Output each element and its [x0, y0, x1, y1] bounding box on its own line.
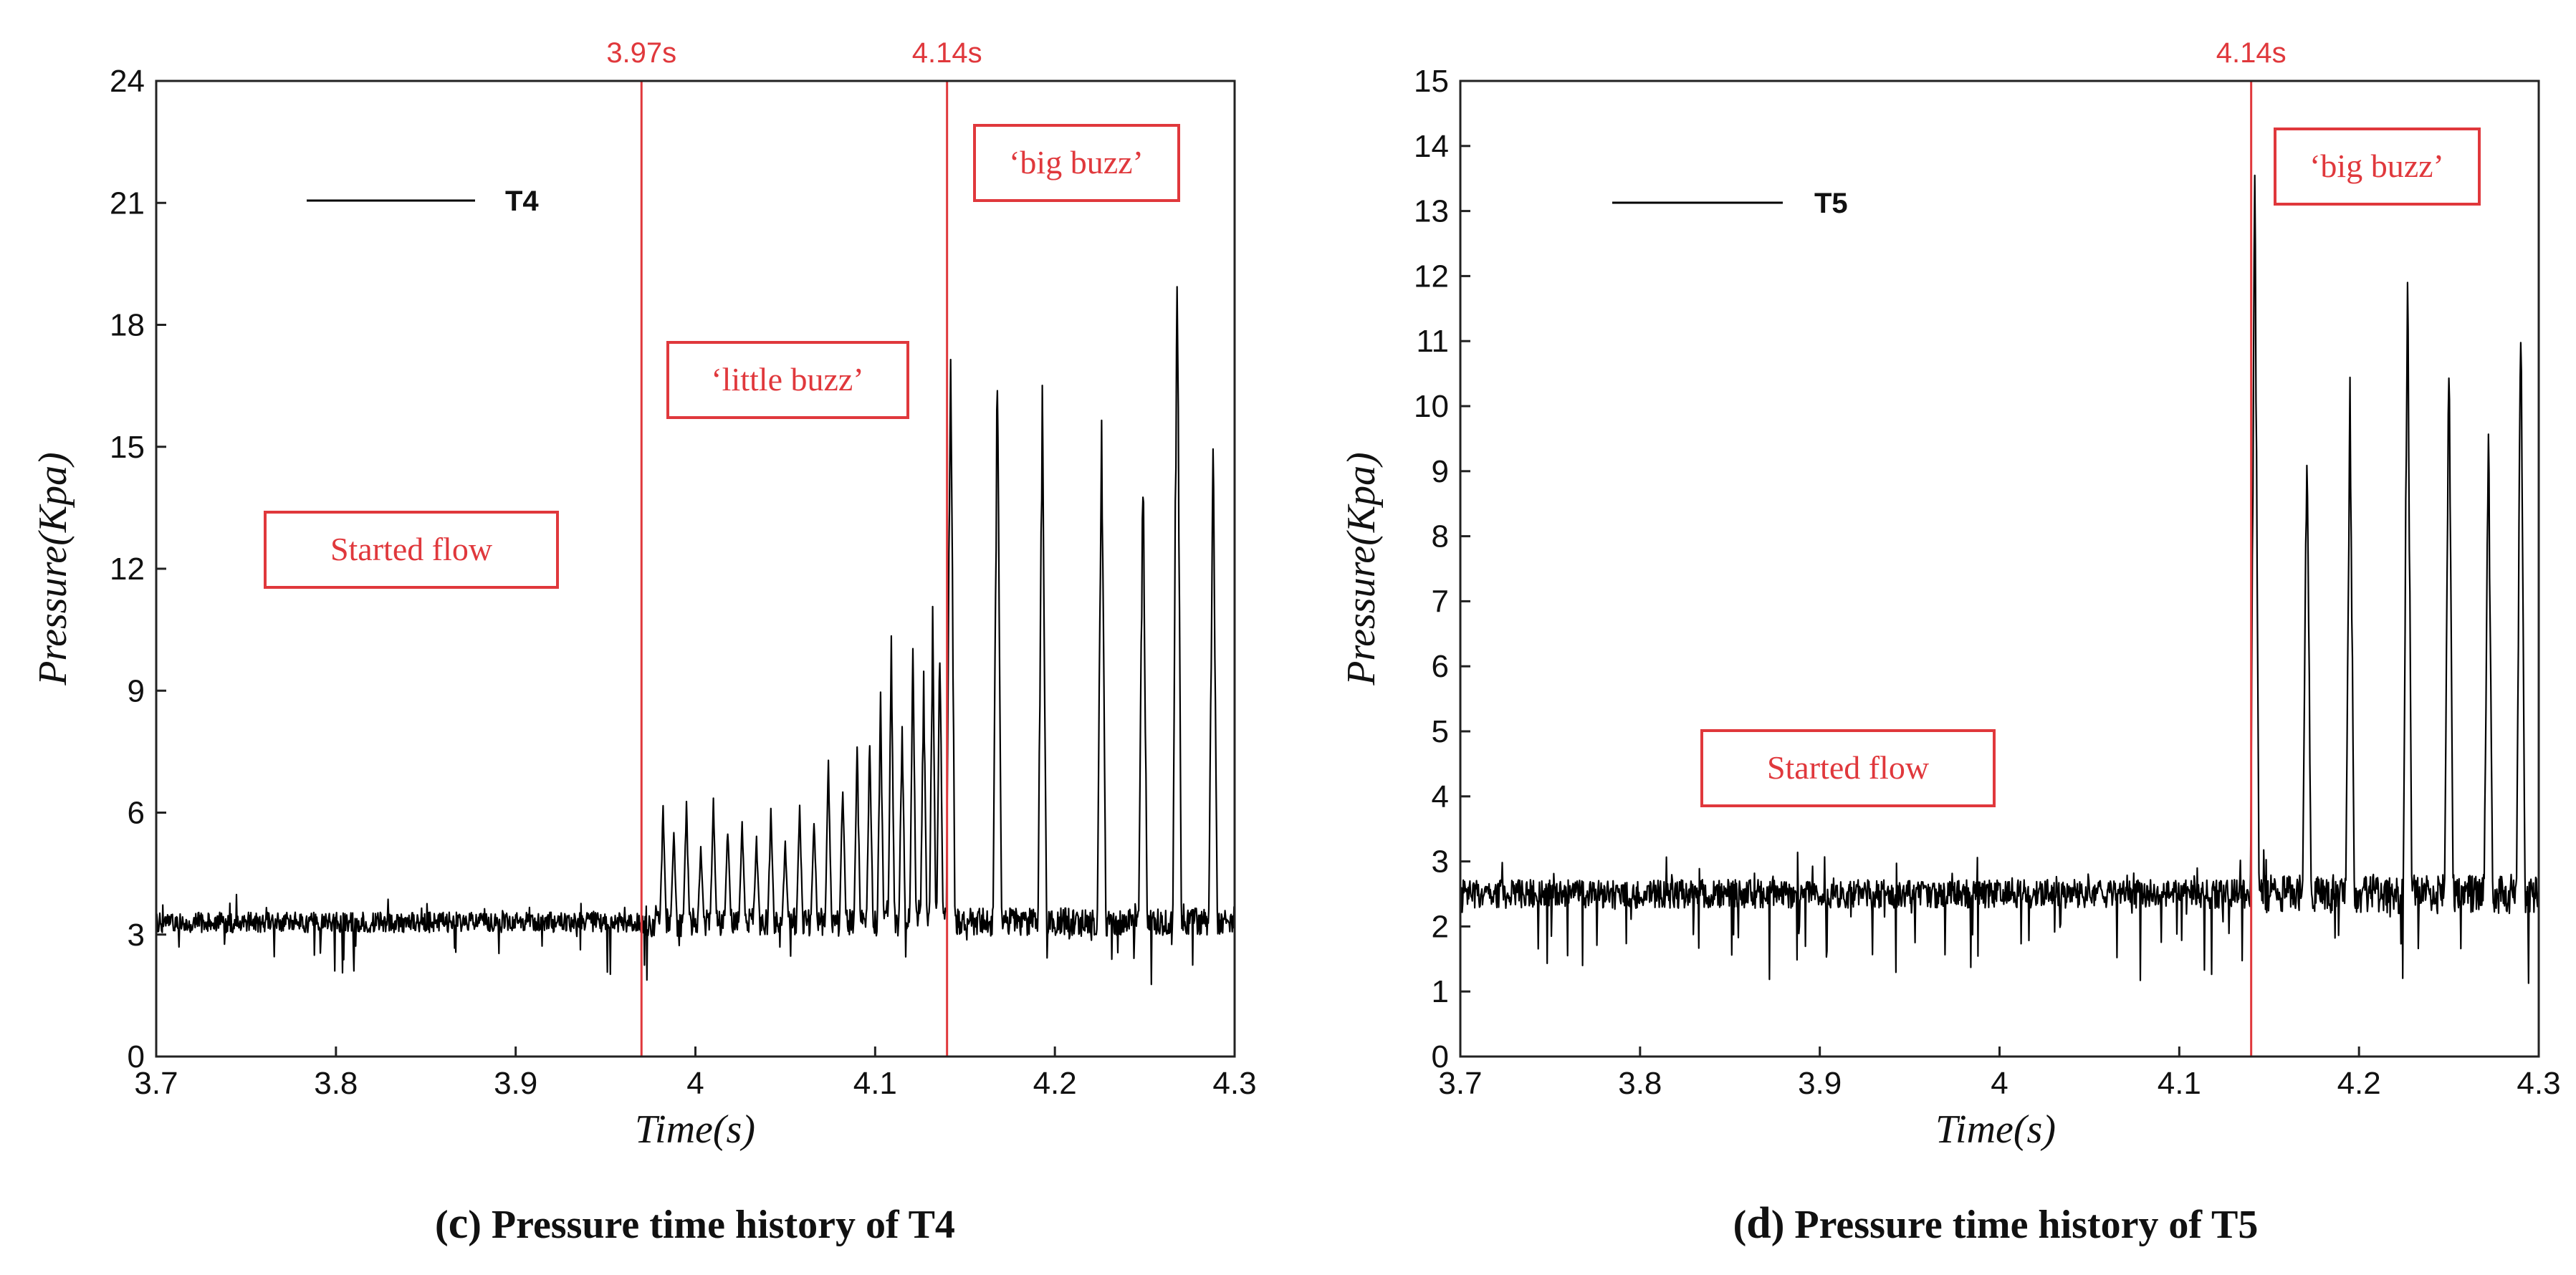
panel-d-ticks: 3.7 3.8 3.9 4 4.1 4.2 4.3012345678910111213141…	[1414, 64, 2561, 1101]
panel-c-y-tick-label: 12	[110, 552, 145, 587]
panel-d-y-tick-label: 14	[1414, 129, 1449, 164]
panel-c-caption-letter: c	[449, 1199, 469, 1248]
panel-c-x-tick-label: 4.3	[1212, 1066, 1256, 1101]
panel-c-little-buzz-box	[666, 341, 909, 419]
panel-d-y-tick-label: 5	[1432, 714, 1449, 749]
panel-d-y-tick-label: 9	[1432, 454, 1449, 489]
panel-d-x-tick-label: 4.3	[2517, 1066, 2560, 1101]
panel-c-chart: 3.97s 4.14s 3.7 3.8 3.9 4 4.1 4.2 4.3 0 3 6 9 12 15 18…	[31, 37, 1257, 1248]
panel-c-big-buzz-label: ‘big buzz’	[1009, 144, 1144, 181]
panel-c-marker-label: 3.97s	[606, 37, 676, 69]
panel-d-y-axis-title: Pressure(Kpa)	[1339, 452, 1384, 686]
panel-d-started-flow-box	[1700, 729, 1996, 807]
panel-c-y-tick-label: 21	[110, 186, 145, 221]
panel-c-x-tick-label: 4.1	[853, 1066, 897, 1101]
panel-d-series	[1459, 174, 2540, 984]
panel-d-x-tick-label: 4	[1991, 1066, 2008, 1101]
panel-c-little-buzz-label: ‘little buzz’	[711, 361, 863, 398]
panel-c-y-tick-label: 3	[128, 918, 145, 953]
panel-d-y-tick-label: 1	[1432, 974, 1449, 1009]
panel-d-y-tick-label: 10	[1414, 389, 1449, 424]
panel-c-ticks: 3.7 3.8 3.9 4 4.1 4.2 4.3 0 3 6 9 12 15 18 21 24	[110, 64, 1257, 1101]
panel-c-y-tick-label: 18	[110, 308, 145, 343]
panel-d-big-buzz-box	[2274, 128, 2481, 206]
panel-c-caption: (c) Pressure time history of T4	[435, 1199, 955, 1248]
panel-d-caption: (d) Pressure time history of T5	[1733, 1199, 2259, 1248]
panel-c-x-tick-label: 3.9	[494, 1066, 537, 1101]
panel-c-started-flow-box	[264, 511, 559, 589]
panel-d-y-tick-label: 0	[1432, 1039, 1449, 1074]
panel-c-x-tick-label: 4	[686, 1066, 704, 1101]
panel-c-plot-frame	[155, 80, 1236, 1058]
panel-c-caption-text: Pressure time history of T4	[492, 1203, 955, 1247]
panel-d-y-tick-label: 8	[1432, 519, 1449, 554]
panel-d-chart: 4.14s 3.7 3.8 3.9 4 4.1 4.2 4.3012345678910111…	[1339, 37, 2561, 1248]
panel-c-legend-label: T4	[505, 186, 539, 217]
panel-c-x-tick-label: 3.8	[314, 1066, 358, 1101]
panel-c-y-tick-label: 9	[128, 673, 145, 708]
panel-c-big-buzz-box	[973, 124, 1180, 202]
panel-d-y-tick-label: 11	[1416, 324, 1449, 359]
panel-d-x-tick-label: 4.2	[2337, 1066, 2381, 1101]
panel-c-x-tick-label: 3.7	[134, 1066, 178, 1101]
panel-d-y-tick-label: 13	[1414, 194, 1449, 229]
panel-d-y-tick-label: 6	[1432, 649, 1449, 684]
panel-c-x-tick-label: 4.2	[1033, 1066, 1077, 1101]
panel-d-legend-label: T5	[1814, 188, 1848, 219]
panel-d-y-tick-label: 4	[1432, 779, 1449, 814]
panel-d-plot-frame	[1459, 80, 2540, 1058]
panel-c-pressure-line	[155, 286, 1236, 986]
panel-d-caption-text: Pressure time history of T5	[1794, 1203, 2258, 1247]
panel-d-y-tick-label: 2	[1432, 909, 1449, 944]
panel-d-y-tick-label: 12	[1414, 259, 1449, 294]
panel-d-started-flow-label: Started flow	[1767, 749, 1930, 786]
panel-d-x-tick-label: 3.7	[1438, 1066, 1482, 1101]
panel-c-marker-label: 4.14s	[912, 37, 982, 69]
panel-c-x-axis-title: Time(s)	[635, 1107, 755, 1152]
panel-d-y-tick-label: 7	[1432, 584, 1449, 619]
panel-d-markers: 4.14s	[2216, 37, 2287, 1057]
panel-c-y-tick-label: 0	[128, 1039, 145, 1074]
panel-c-y-axis-title: Pressure(Kpa)	[31, 452, 75, 686]
panel-d-y-tick-label: 15	[1414, 64, 1449, 99]
panel-c-started-flow-label: Started flow	[330, 531, 493, 567]
panel-c-y-tick-label: 6	[128, 796, 145, 831]
panel-c-markers: 3.97s 4.14s	[606, 37, 982, 1057]
panel-d-x-tick-label: 3.9	[1798, 1066, 1842, 1101]
panel-d-pressure-line	[1459, 174, 2540, 984]
panel-c-y-tick-label: 15	[110, 430, 145, 465]
panel-d-y-tick-label: 3	[1432, 845, 1449, 880]
panel-d-big-buzz-label: ‘big buzz’	[2309, 148, 2444, 184]
panel-d-marker-label: 4.14s	[2216, 37, 2287, 69]
panel-d-caption-letter: d	[1746, 1199, 1771, 1248]
panel-d-x-axis-title: Time(s)	[1935, 1107, 2056, 1152]
panel-d-x-tick-label: 4.1	[2158, 1066, 2201, 1101]
panel-c-y-tick-label: 24	[110, 64, 145, 99]
panel-d-x-tick-label: 3.8	[1618, 1066, 1662, 1101]
panel-c-series	[155, 286, 1236, 986]
